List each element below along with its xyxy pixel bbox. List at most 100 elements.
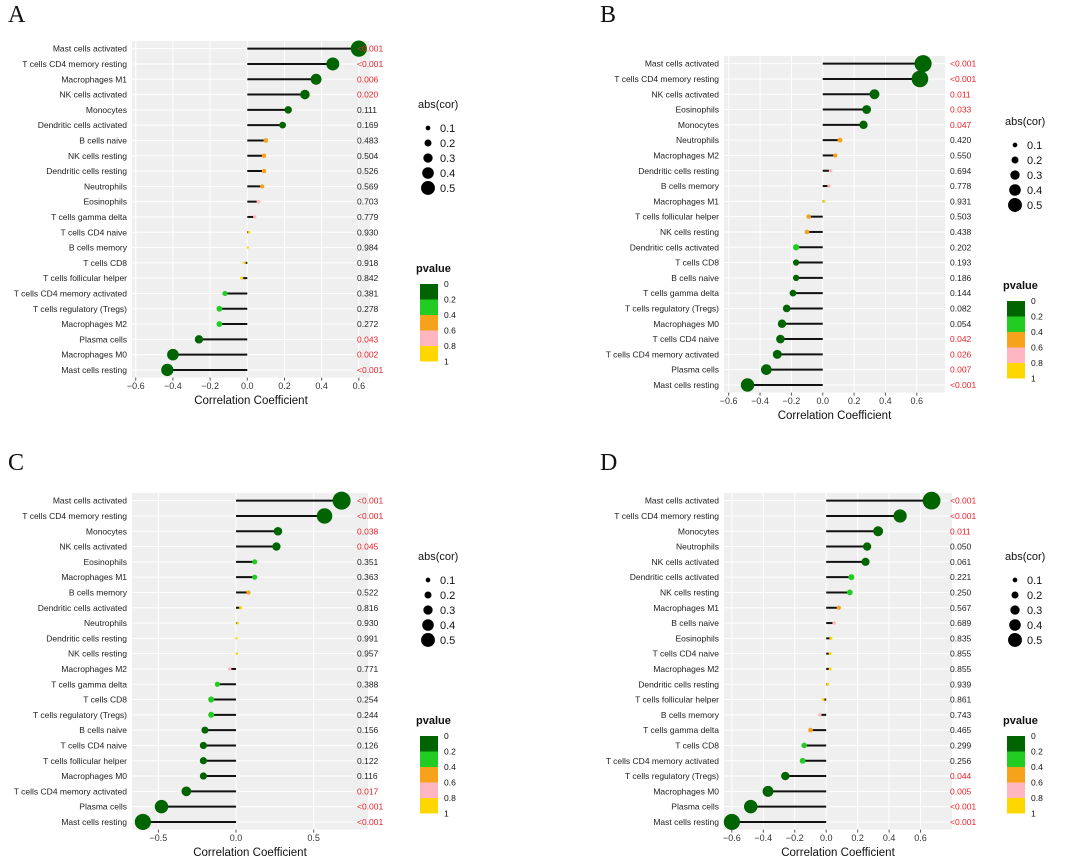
cell-type-label: T cells gamma delta bbox=[51, 212, 127, 222]
pvalue-label: 0.991 bbox=[357, 633, 379, 643]
color-legend-label: 0.6 bbox=[1031, 778, 1043, 788]
x-axis-title: Correlation Coefficient bbox=[194, 395, 308, 407]
x-tick-label: −0.2 bbox=[786, 833, 804, 843]
size-legend-label: 0.1 bbox=[440, 123, 455, 135]
pvalue-label: 0.042 bbox=[950, 334, 972, 344]
size-legend-label: 0.3 bbox=[440, 153, 455, 165]
cell-type-label: NK cells resting bbox=[68, 649, 127, 659]
size-legend-label: 0.3 bbox=[1027, 170, 1042, 182]
cell-type-label: Macrophages M1 bbox=[653, 196, 719, 206]
lollipop-point bbox=[201, 726, 209, 734]
panel-letter: D bbox=[600, 450, 617, 476]
lollipop-point bbox=[832, 621, 836, 625]
pvalue-label: 0.855 bbox=[950, 664, 972, 674]
cell-type-label: Mast cells activated bbox=[645, 59, 719, 69]
lollipop-point bbox=[744, 799, 758, 814]
lollipop-point bbox=[199, 772, 208, 780]
pvalue-label: 0.550 bbox=[950, 150, 972, 160]
cell-type-label: Monocytes bbox=[86, 105, 127, 115]
size-legend-label: 0.5 bbox=[440, 183, 455, 195]
size-legend-dot bbox=[1008, 198, 1022, 212]
size-legend-dot bbox=[1009, 184, 1021, 196]
pvalue-label: 0.694 bbox=[950, 166, 972, 176]
lollipop-point bbox=[776, 334, 785, 344]
cell-type-label: Dendritic cells resting bbox=[46, 166, 127, 176]
lollipop-point bbox=[792, 274, 800, 282]
color-legend-label: 1 bbox=[1031, 374, 1036, 384]
cell-type-label: T cells gamma delta bbox=[643, 725, 719, 735]
lollipop-point bbox=[821, 698, 825, 701]
plot-background bbox=[724, 493, 952, 830]
pvalue-label: <0.001 bbox=[950, 802, 977, 812]
x-tick-label: 0.0 bbox=[816, 396, 829, 406]
color-legend-swatch bbox=[420, 346, 438, 362]
cell-type-label: T cells CD8 bbox=[83, 695, 127, 705]
lollipop-point bbox=[253, 215, 257, 219]
pvalue-label: 0.420 bbox=[950, 135, 972, 145]
plot-background bbox=[132, 41, 370, 378]
cell-type-label: Macrophages M0 bbox=[61, 771, 127, 781]
color-legend-label: 0.8 bbox=[1031, 358, 1043, 368]
size-legend-title: abs(cor) bbox=[418, 99, 458, 111]
lollipop-point bbox=[782, 304, 791, 313]
color-legend-swatch bbox=[420, 284, 438, 300]
x-tick-label: −0.4 bbox=[751, 396, 769, 406]
lollipop-point bbox=[818, 713, 822, 717]
pvalue-label: 0.256 bbox=[950, 756, 972, 766]
lollipop-point bbox=[828, 652, 832, 656]
x-tick-label: 0.2 bbox=[848, 396, 861, 406]
lollipop-point bbox=[848, 574, 855, 581]
size-legend-label: 0.3 bbox=[1027, 605, 1042, 617]
pvalue-label: 0.038 bbox=[357, 526, 379, 536]
lollipop-point bbox=[804, 229, 810, 235]
pvalue-label: 0.771 bbox=[357, 664, 379, 674]
lollipop-point bbox=[828, 667, 832, 671]
size-legend-dot bbox=[425, 125, 431, 131]
cell-type-label: Mast cells activated bbox=[53, 44, 127, 54]
color-legend-label: 0.6 bbox=[444, 778, 456, 788]
pvalue-label: 0.689 bbox=[950, 618, 972, 628]
pvalue-label: 0.438 bbox=[950, 227, 972, 237]
size-legend-title: abs(cor) bbox=[418, 551, 458, 563]
pvalue-label: <0.001 bbox=[950, 59, 977, 69]
x-tick-label: −0.4 bbox=[164, 381, 182, 391]
x-axis-title: Correlation Coefficient bbox=[778, 410, 892, 422]
color-legend-label: 0.4 bbox=[1031, 762, 1043, 772]
size-legend-dot bbox=[1012, 577, 1018, 583]
lollipop-point bbox=[240, 276, 244, 280]
cell-type-label: B cells memory bbox=[69, 587, 128, 597]
cell-type-label: T cells CD4 memory activated bbox=[14, 786, 127, 796]
pvalue-label: 0.930 bbox=[357, 227, 379, 237]
color-legend-swatch bbox=[420, 751, 438, 767]
cell-type-label: T cells CD8 bbox=[83, 258, 127, 268]
color-legend-swatch bbox=[1007, 782, 1025, 798]
cell-type-label: T cells CD8 bbox=[675, 258, 719, 268]
panel-a: A Mast cells activated <0.001 T cells CD4 m… bbox=[8, 2, 458, 407]
size-legend-label: 0.1 bbox=[440, 575, 455, 587]
cell-type-label: T cells CD4 naive bbox=[61, 740, 128, 750]
pvalue-label: 0.043 bbox=[357, 334, 379, 344]
color-legend-swatch bbox=[1007, 332, 1025, 348]
size-legend-label: 0.2 bbox=[440, 138, 455, 150]
cell-type-label: Macrophages M0 bbox=[653, 319, 719, 329]
pvalue-label: 0.254 bbox=[357, 695, 379, 705]
cell-type-label: B cells memory bbox=[661, 181, 720, 191]
cell-type-label: Macrophages M1 bbox=[653, 603, 719, 613]
color-legend-swatch bbox=[420, 782, 438, 798]
cell-type-label: Dendritic cells activated bbox=[630, 242, 720, 252]
cell-type-label: Macrophages M2 bbox=[653, 150, 719, 160]
pvalue-label: 0.221 bbox=[950, 572, 972, 582]
pvalue-label: 0.144 bbox=[950, 288, 972, 298]
size-legend-label: 0.5 bbox=[1027, 635, 1042, 647]
color-legend-label: 1 bbox=[444, 809, 449, 819]
color-legend-label: 0 bbox=[1031, 296, 1036, 306]
cell-type-label: Neutrophils bbox=[84, 181, 127, 191]
pvalue-label: 0.122 bbox=[357, 756, 379, 766]
cell-type-label: NK cells resting bbox=[660, 587, 719, 597]
cell-type-label: Macrophages M2 bbox=[61, 664, 127, 674]
lollipop-point bbox=[893, 509, 907, 523]
cell-type-label: T cells gamma delta bbox=[51, 679, 127, 689]
lollipop-point bbox=[236, 621, 239, 625]
size-legend-dot bbox=[1010, 170, 1020, 180]
lollipop-point bbox=[826, 682, 830, 686]
